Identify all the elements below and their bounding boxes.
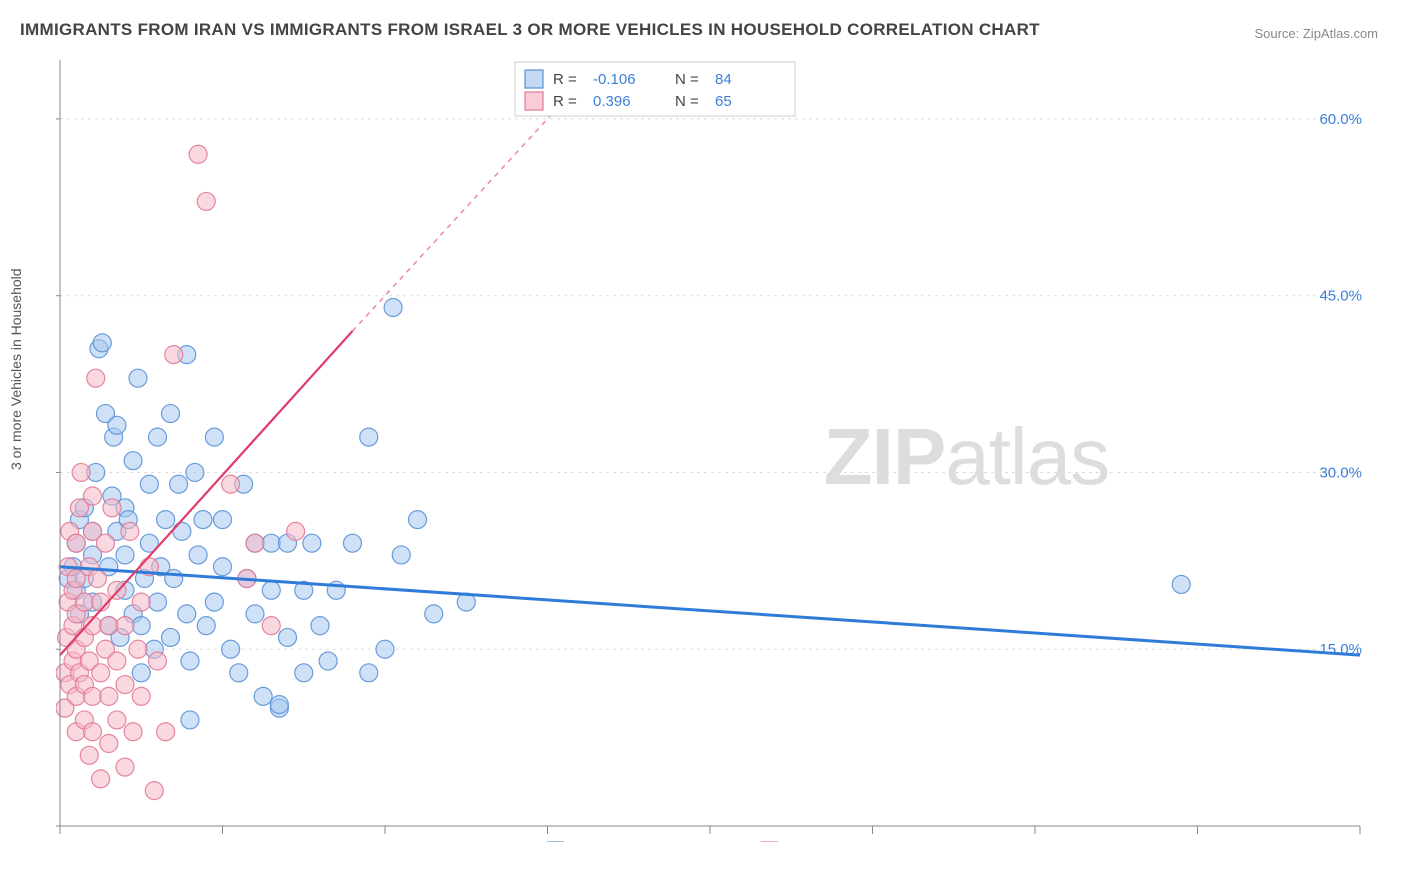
svg-text:-0.106: -0.106 xyxy=(593,71,636,88)
svg-text:60.0%: 60.0% xyxy=(1319,111,1362,128)
svg-text:N =: N = xyxy=(675,71,699,88)
chart-area: ZIPatlas15.0%30.0%45.0%60.0%0.0%80.0%R =… xyxy=(56,56,1364,842)
svg-text:0.396: 0.396 xyxy=(593,93,631,110)
svg-text:N =: N = xyxy=(675,93,699,110)
svg-text:ZIPatlas: ZIPatlas xyxy=(824,412,1109,501)
svg-text:15.0%: 15.0% xyxy=(1319,641,1362,658)
y-axis-label: 3 or more Vehicles in Household xyxy=(8,268,24,470)
svg-text:84: 84 xyxy=(715,71,732,88)
chart-title: IMMIGRANTS FROM IRAN VS IMMIGRANTS FROM … xyxy=(20,20,1040,40)
scatter-chart: ZIPatlas15.0%30.0%45.0%60.0%0.0%80.0%R =… xyxy=(56,56,1364,842)
source-label: Source: ZipAtlas.com xyxy=(1254,26,1378,41)
svg-text:R =: R = xyxy=(553,93,577,110)
svg-text:R =: R = xyxy=(553,71,577,88)
svg-text:45.0%: 45.0% xyxy=(1319,288,1362,305)
svg-text:30.0%: 30.0% xyxy=(1319,464,1362,481)
svg-text:65: 65 xyxy=(715,93,732,110)
